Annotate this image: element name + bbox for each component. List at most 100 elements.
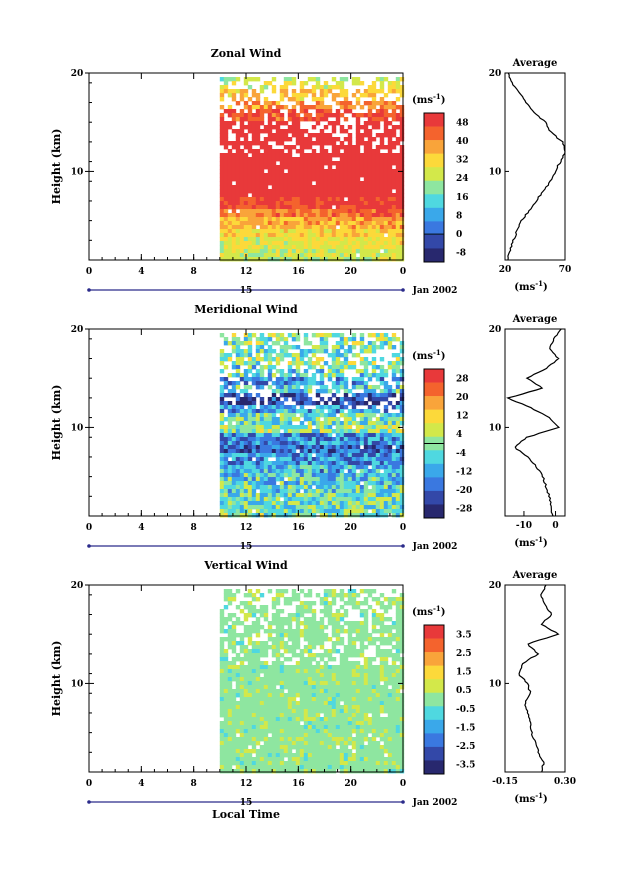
heatmap-cell — [336, 185, 340, 189]
heatmap-cell — [232, 117, 236, 121]
heatmap-cell — [312, 189, 316, 193]
heatmap-cell — [332, 449, 336, 453]
heatmap-cell — [392, 181, 396, 185]
heatmap-cell — [264, 413, 268, 417]
heatmap-cell — [332, 177, 336, 181]
heatmap-cell — [320, 641, 324, 645]
heatmap-cell — [280, 373, 284, 377]
heatmap-cell — [272, 125, 276, 129]
heatmap-cell — [272, 373, 276, 377]
heatmap-cell — [308, 693, 312, 697]
heatmap-cell — [304, 221, 308, 225]
heatmap-cell — [312, 477, 316, 481]
heatmap-cell — [324, 373, 328, 377]
heatmap-cell — [344, 441, 348, 445]
heatmap-cell — [396, 485, 400, 489]
heatmap-cell — [324, 233, 328, 237]
heatmap-cell — [280, 685, 284, 689]
heatmap-cell — [332, 409, 336, 413]
heatmap-cell — [252, 441, 256, 445]
heatmap-cell — [380, 137, 384, 141]
heatmap-cell — [228, 177, 232, 181]
heatmap-cell — [272, 757, 276, 761]
heatmap-cell — [256, 457, 260, 461]
heatmap-cell — [384, 161, 388, 165]
heatmap-cell — [356, 353, 360, 357]
heatmap-cell — [280, 705, 284, 709]
heatmap-cell — [240, 769, 244, 773]
heatmap-cell — [332, 141, 336, 145]
colorbar-segment — [424, 410, 444, 424]
heatmap-cell — [224, 109, 228, 113]
heatmap-cell — [324, 389, 328, 393]
heatmap-cell — [248, 125, 252, 129]
heatmap-cell — [316, 97, 320, 101]
heatmap-cell — [252, 149, 256, 153]
heatmap-cell — [376, 425, 380, 429]
heatmap-cell — [280, 233, 284, 237]
heatmap-cell — [380, 145, 384, 149]
heatmap-cell — [396, 457, 400, 461]
heatmap-cell — [316, 185, 320, 189]
heatmap-cell — [232, 657, 236, 661]
heatmap-cell — [264, 97, 268, 101]
heatmap-cell — [260, 369, 264, 373]
heatmap-cell — [252, 89, 256, 93]
heatmap-cell — [252, 357, 256, 361]
heatmap-cell — [228, 493, 232, 497]
heatmap-cell — [304, 489, 308, 493]
heatmap-cell — [220, 377, 224, 381]
heatmap-cell — [352, 185, 356, 189]
heatmap-cell — [264, 349, 268, 353]
heatmap-cell — [312, 465, 316, 469]
heatmap-cell — [312, 169, 316, 173]
heatmap-cell — [256, 153, 260, 157]
heatmap-cell — [272, 221, 276, 225]
heatmap-cell — [288, 617, 292, 621]
heatmap-cell — [364, 257, 368, 261]
heatmap-cell — [248, 453, 252, 457]
heatmap-cell — [244, 397, 248, 401]
heatmap-cell — [348, 197, 352, 201]
heatmap-cell — [284, 737, 288, 741]
heatmap-cell — [360, 457, 364, 461]
heatmap-cell — [292, 633, 296, 637]
heatmap-cell — [392, 469, 396, 473]
heatmap-cell — [348, 165, 352, 169]
heatmap-cell — [256, 97, 260, 101]
heatmap-cell — [228, 141, 232, 145]
heatmap-cell — [248, 145, 252, 149]
heatmap-cell — [360, 333, 364, 337]
heatmap-cell — [272, 225, 276, 229]
heatmap-cell — [356, 81, 360, 85]
heatmap-cell — [312, 149, 316, 153]
heatmap-cell — [288, 117, 292, 121]
heatmap-cell — [244, 145, 248, 149]
heatmap-cell — [252, 725, 256, 729]
heatmap-cell — [272, 389, 276, 393]
heatmap-cell — [388, 241, 392, 245]
heatmap-cell — [276, 677, 280, 681]
heatmap-cell — [304, 177, 308, 181]
heatmap-cell — [252, 749, 256, 753]
heatmap-cell — [272, 505, 276, 509]
heatmap-cell — [316, 709, 320, 713]
heatmap-cell — [268, 373, 272, 377]
heatmap-cell — [268, 497, 272, 501]
heatmap-cell — [276, 753, 280, 757]
heatmap-cell — [264, 221, 268, 225]
heatmap-cell — [384, 477, 388, 481]
heatmap-cell — [240, 409, 244, 413]
heatmap-cell — [372, 513, 376, 517]
heatmap-cell — [272, 85, 276, 89]
heatmap-cell — [236, 477, 240, 481]
heatmap-cell — [264, 341, 268, 345]
heatmap-cell — [376, 377, 380, 381]
heatmap-cell — [244, 701, 248, 705]
heatmap-cell — [232, 473, 236, 477]
heatmap-cell — [264, 233, 268, 237]
heatmap-cell — [304, 721, 308, 725]
heatmap-cell — [300, 197, 304, 201]
heatmap-cell — [376, 253, 380, 257]
heatmap-cell — [240, 489, 244, 493]
